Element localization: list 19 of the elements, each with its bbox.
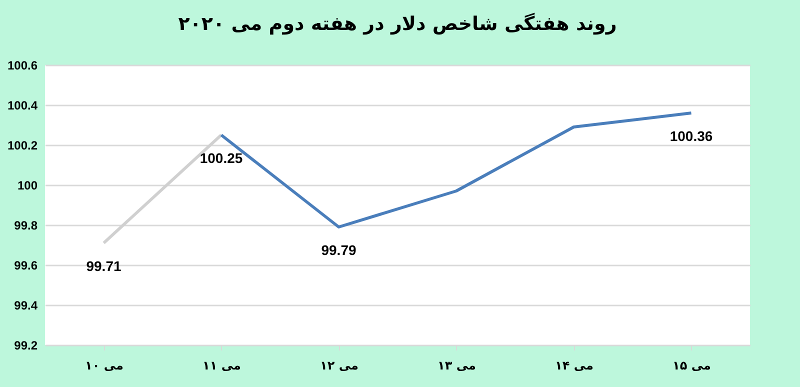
y-tick-label: 100.2: [7, 138, 38, 152]
data-label: 100.36: [670, 128, 713, 144]
y-tick-label: 99.2: [14, 338, 38, 352]
y-tick-label: 100.6: [7, 58, 38, 72]
x-tick-label: ۱۴ می: [555, 358, 594, 372]
data-label: 99.79: [321, 242, 356, 258]
x-tick-label: ۱۰ می: [85, 358, 124, 372]
chart-title: روند هفتگی شاخص دلار در هفته دوم می ۲۰۲۰: [178, 12, 617, 35]
y-tick-label: 100.4: [7, 98, 38, 112]
y-tick-label: 100: [17, 178, 38, 192]
y-tick-label: 99.6: [14, 258, 38, 272]
data-label: 100.25: [200, 150, 243, 166]
x-tick-label: ۱۱ می: [202, 358, 241, 372]
y-tick-label: 99.4: [14, 298, 38, 312]
data-label: 99.71: [86, 258, 122, 274]
x-tick-label: ۱۵ می: [672, 358, 711, 372]
y-tick-label: 99.8: [14, 218, 38, 232]
x-tick-label: ۱۲ می: [320, 358, 358, 372]
x-tick-label: ۱۳ می: [438, 358, 476, 372]
